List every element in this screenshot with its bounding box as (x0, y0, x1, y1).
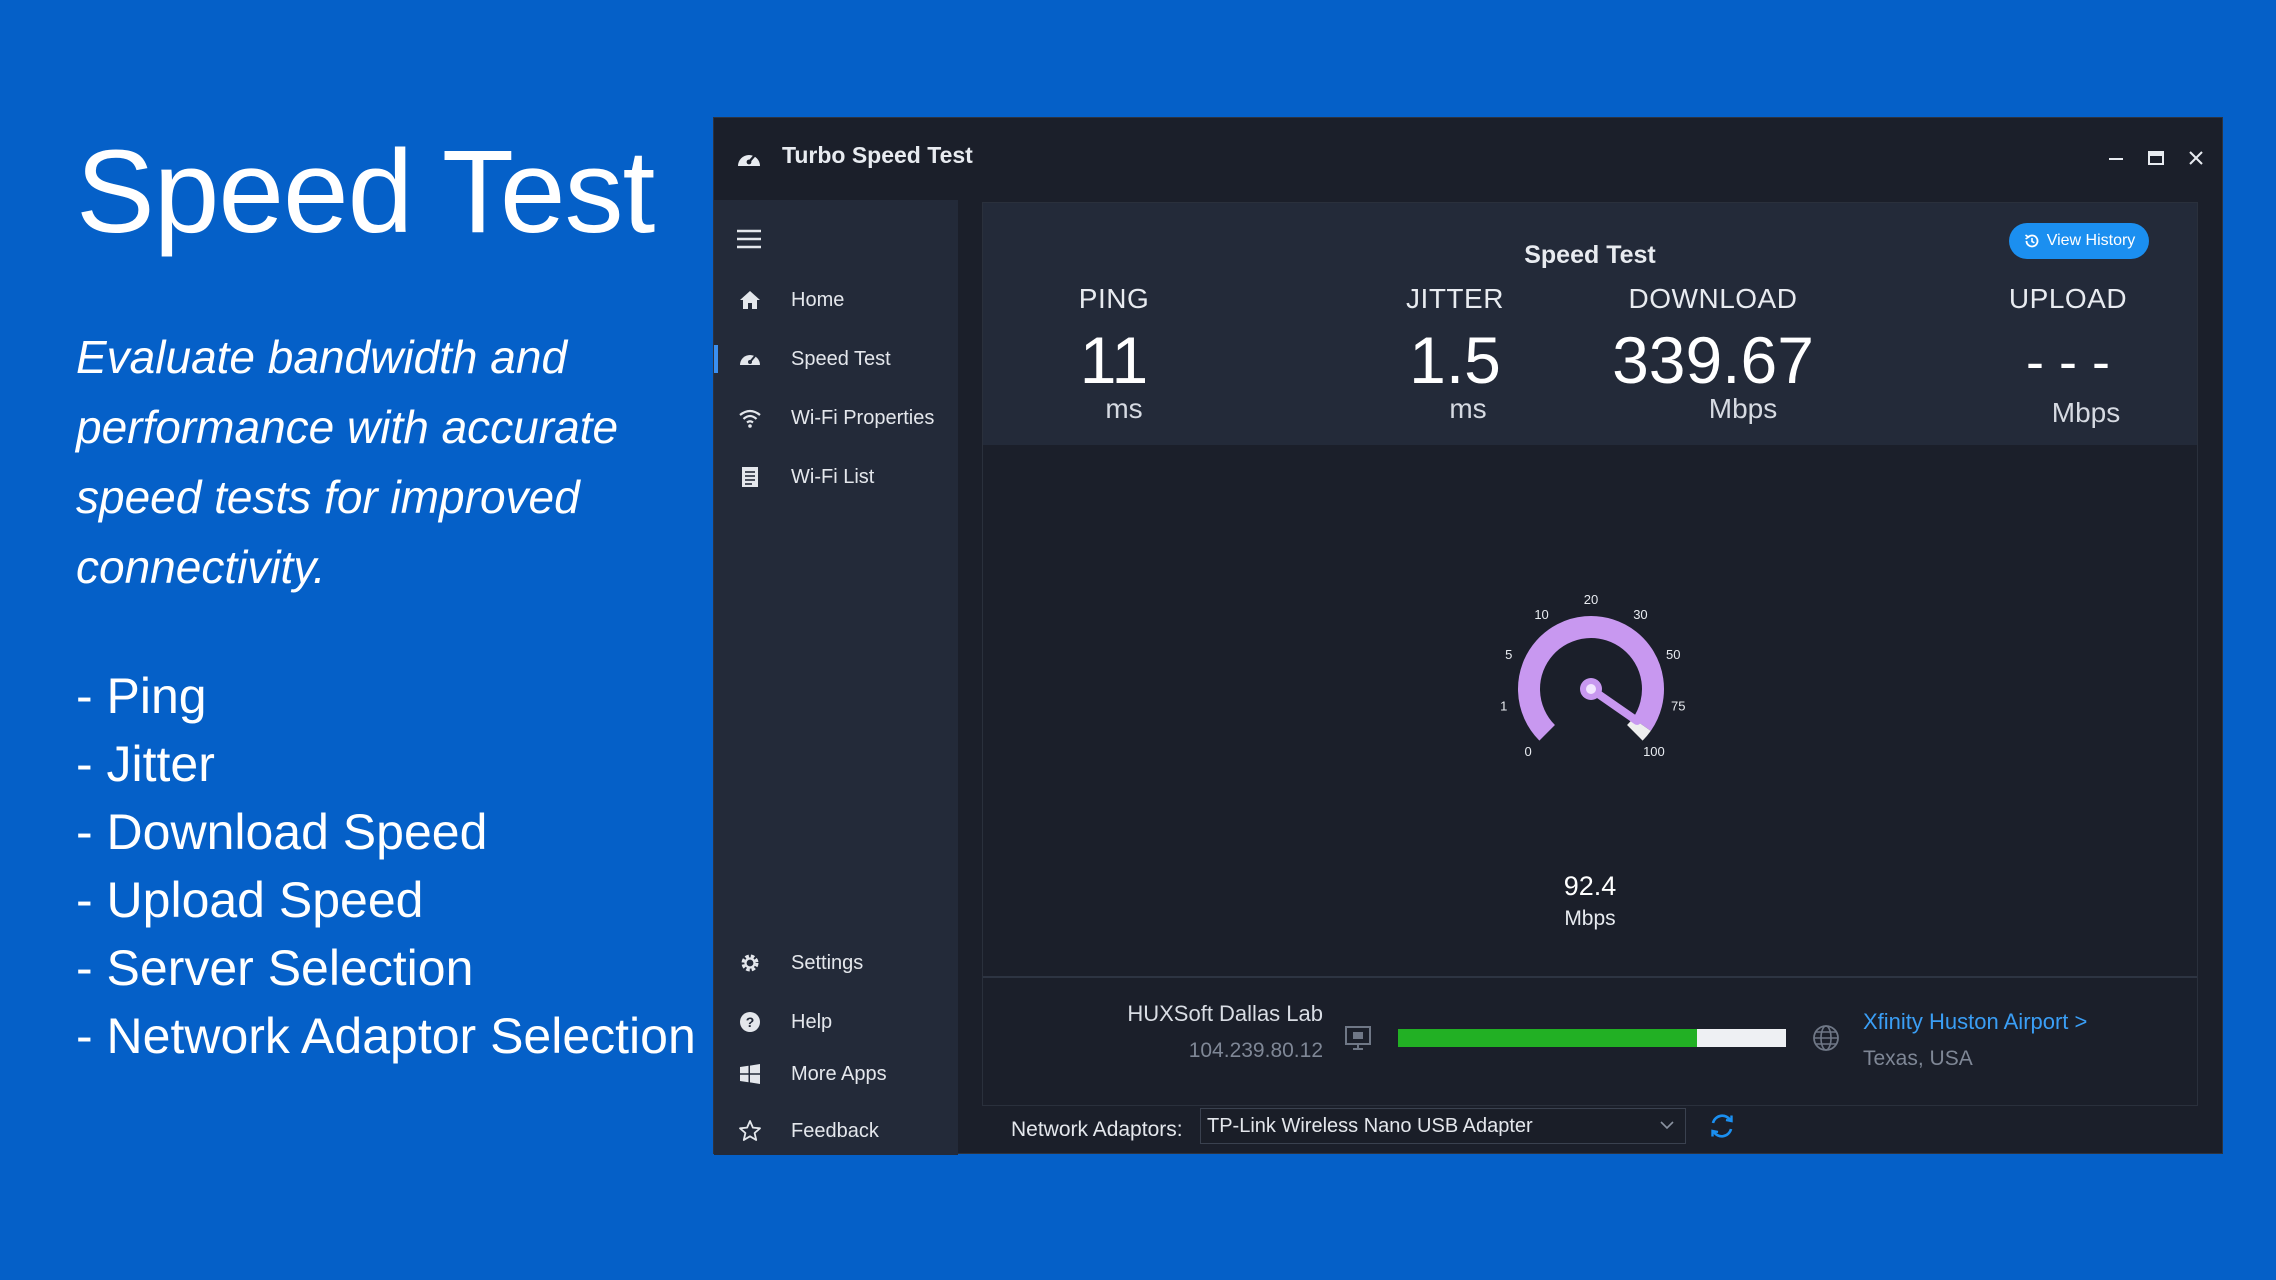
gauge-tick-label: 10 (1534, 607, 1548, 622)
sidebar-item-label: Speed Test (791, 347, 891, 370)
gauge-tick-label: 75 (1671, 698, 1685, 713)
sidebar-item-home[interactable]: Home (714, 274, 958, 326)
download-value: 339.67 (1612, 323, 1814, 397)
speedometer-icon (734, 144, 764, 174)
gauge-tick-label: 5 (1505, 647, 1512, 662)
jitter-stat-block: JITTER 1.5 ms (1370, 283, 1540, 425)
sidebar: Home Speed Test Wi-Fi Properties Wi-Fi L… (714, 200, 958, 1155)
network-adaptors-label: Network Adaptors: (1011, 1118, 1183, 1141)
ping-value: 11 (1079, 323, 1149, 397)
sidebar-item-feedback[interactable]: Feedback (714, 1105, 958, 1157)
sidebar-item-settings[interactable]: Settings (714, 937, 958, 989)
help-icon: ? (736, 1008, 764, 1036)
sidebar-item-label: More Apps (791, 1062, 887, 1085)
sidebar-item-help[interactable]: ? Help (714, 996, 958, 1048)
promo-description: Evaluate bandwidth and performance with … (76, 331, 619, 593)
maximize-icon[interactable] (2136, 138, 2176, 178)
feature-item: - Ping (76, 668, 207, 724)
gear-icon (736, 949, 764, 977)
stats-header: Speed Test View History PING 11 ms JITTE… (983, 203, 2197, 445)
gauge-tick-label: 1 (1500, 698, 1507, 713)
sidebar-item-wifi-list[interactable]: Wi-Fi List (714, 451, 958, 503)
network-adaptor-value: TP-Link Wireless Nano USB Adapter (1207, 1114, 1533, 1137)
upload-value: - - - (2026, 332, 2110, 392)
feature-item: - Upload Speed (76, 872, 424, 928)
speedometer-icon (736, 345, 764, 373)
download-stat: DOWNLOAD 339.67 Mbps (1593, 283, 1833, 425)
sidebar-item-label: Home (791, 288, 845, 311)
app-title: Turbo Speed Test (782, 142, 973, 168)
gauge-end-cap (1626, 718, 1651, 741)
gauge-unit: Mbps (1564, 907, 1616, 930)
windows-icon (736, 1060, 764, 1088)
sidebar-item-label: Feedback (791, 1119, 879, 1142)
view-history-button[interactable]: View History (2009, 223, 2149, 259)
gauge-tick-label: 100 (1643, 744, 1665, 759)
gauge-tick-labels: 0 1 5 10 20 30 50 75 100 (1500, 592, 1685, 759)
promo-title: Speed Test (76, 126, 655, 258)
view-history-label: View History (2046, 232, 2136, 249)
list-icon (736, 463, 764, 491)
network-adaptor-select[interactable]: TP-Link Wireless Nano USB Adapter (1200, 1108, 1686, 1144)
isp-location: Texas, USA (1863, 1047, 1973, 1070)
hamburger-menu-icon[interactable] (736, 228, 762, 255)
sidebar-item-label: Wi-Fi List (791, 465, 875, 488)
gauge-arc (1518, 616, 1664, 741)
jitter-unit: ms (1449, 393, 1487, 424)
svg-text:?: ? (746, 1014, 755, 1030)
ping-label: PING (1078, 283, 1150, 314)
star-icon (736, 1117, 764, 1145)
home-icon (736, 286, 764, 314)
history-icon (2024, 234, 2039, 248)
wifi-icon (736, 404, 764, 432)
gauge-needle-center (1586, 684, 1596, 694)
server-name: HUXSoft Dallas Lab (1127, 1001, 1323, 1026)
speed-gauge: 0 1 5 10 20 30 50 75 100 (1500, 592, 1685, 759)
upload-unit: Mbps (2051, 397, 2121, 428)
server-progress-bar (1398, 1029, 1786, 1047)
gauge-tick-label: 20 (1584, 592, 1598, 607)
feature-list: - Ping - Jitter - Download Speed - Uploa… (76, 662, 696, 1070)
download-unit: Mbps (1708, 393, 1778, 424)
feature-item: - Jitter (76, 736, 215, 792)
gauge-tick-label: 50 (1666, 647, 1680, 662)
gauge-tick-label: 30 (1633, 607, 1647, 622)
speed-test-panel: Speed Test View History PING 11 ms JITTE… (982, 202, 2198, 1106)
refresh-icon[interactable] (1706, 1110, 1738, 1147)
sidebar-item-more-apps[interactable]: More Apps (714, 1048, 958, 1100)
gauge-value: 92.4 (1563, 871, 1617, 901)
ping-unit: ms (1105, 393, 1143, 424)
feature-item: - Download Speed (76, 804, 488, 860)
sidebar-item-speed-test[interactable]: Speed Test (714, 333, 958, 385)
upload-stat: UPLOAD - - - Mbps (1983, 283, 2153, 429)
isp-link[interactable]: Xfinity Huston Airport > (1863, 1009, 2088, 1034)
chevron-down-icon (1659, 1117, 1675, 1138)
sidebar-item-label: Help (791, 1010, 833, 1033)
feature-item: - Server Selection (76, 940, 474, 996)
page-title: Speed Test (1524, 241, 1656, 269)
sidebar-item-label: Settings (791, 951, 864, 974)
close-icon[interactable] (2176, 138, 2216, 178)
download-label: DOWNLOAD (1628, 283, 1798, 314)
title-bar: Turbo Speed Test (714, 118, 2222, 200)
progress-fill (1398, 1029, 1697, 1047)
app-window: Turbo Speed Test Home Speed Test (713, 117, 2223, 1155)
minimize-icon[interactable] (2096, 138, 2136, 178)
monitor-icon (1343, 1023, 1373, 1058)
globe-icon (1811, 1023, 1841, 1058)
sidebar-item-wifi-properties[interactable]: Wi-Fi Properties (714, 392, 958, 444)
feature-item: - Network Adaptor Selection (76, 1008, 696, 1064)
jitter-value: 1.5 (1409, 323, 1501, 397)
ping-stat: PING 11 ms (1029, 283, 1199, 425)
divider (983, 976, 2197, 978)
sidebar-item-label: Wi-Fi Properties (791, 406, 935, 429)
jitter-label: JITTER (1406, 283, 1504, 314)
upload-label: UPLOAD (2008, 283, 2128, 314)
gauge-tick-label: 0 (1524, 744, 1531, 759)
server-ip: 104.239.80.12 (1188, 1039, 1323, 1062)
